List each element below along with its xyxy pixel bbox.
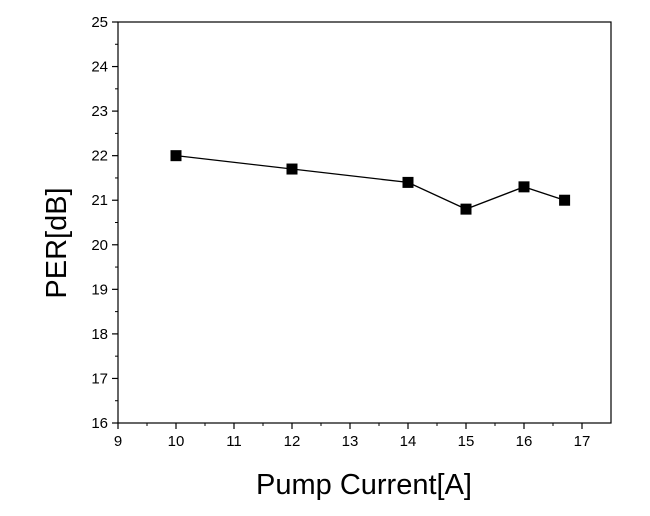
x-axis-label: Pump Current[A] [256, 469, 472, 501]
y-tick-label: 16 [91, 415, 108, 432]
data-point [286, 163, 298, 175]
data-point [402, 176, 414, 188]
x-tick-label: 15 [458, 433, 475, 450]
y-tick-label: 20 [91, 237, 108, 254]
series-layer [170, 150, 571, 215]
y-tick-label: 17 [91, 370, 108, 387]
x-tick-label: 16 [516, 433, 533, 450]
y-tick-label: 22 [91, 148, 108, 165]
data-point [170, 150, 182, 162]
x-tick-label: 10 [168, 433, 185, 450]
data-point [460, 203, 472, 215]
y-tick-label: 21 [91, 192, 108, 209]
x-tick-label: 9 [114, 433, 122, 450]
data-point [559, 194, 571, 206]
y-axis-label: PER[dB] [41, 187, 73, 298]
x-tick-label: 11 [226, 433, 242, 450]
y-tick-label: 24 [91, 59, 108, 76]
y-axis-ticks: 16 17 18 19 20 21 22 23 24 25 [91, 14, 118, 432]
x-tick-label: 17 [574, 433, 591, 450]
y-tick-label: 19 [91, 281, 108, 298]
x-tick-label: 14 [400, 433, 417, 450]
x-tick-label: 12 [284, 433, 301, 450]
data-point [518, 181, 530, 193]
plot-frame [117, 21, 612, 424]
series-line [175, 155, 565, 210]
y-tick-label: 25 [91, 14, 108, 31]
x-axis-ticks: 9 10 11 12 13 14 15 16 17 [114, 423, 591, 450]
x-tick-label: 13 [342, 433, 359, 450]
y-tick-label: 18 [91, 326, 108, 343]
y-tick-label: 23 [91, 103, 108, 120]
